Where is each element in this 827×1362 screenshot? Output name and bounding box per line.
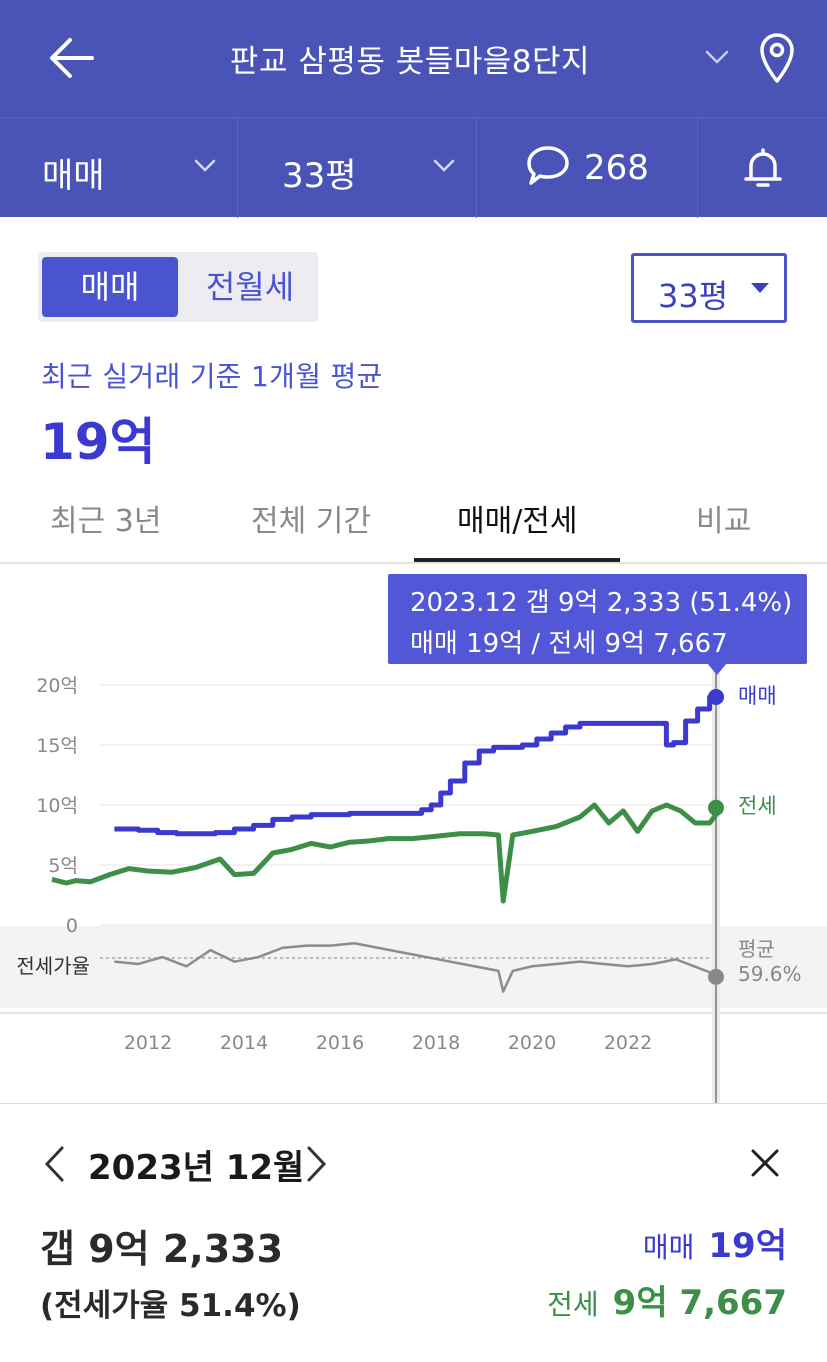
x-tick-label: 2020	[508, 1032, 556, 1054]
average-caption: 최근 실거래 기준 1개월 평균	[41, 360, 383, 393]
jeonse-price-label: 전세	[547, 1288, 599, 1321]
tab-all-period[interactable]: 전체 기간	[251, 504, 371, 539]
period-tabs: 최근 3년 전체 기간 매매/전세 비교	[0, 490, 827, 564]
ratio-series-line	[114, 942, 723, 993]
tab-compare[interactable]: 비교	[696, 504, 752, 539]
chevron-left-icon[interactable]	[42, 1145, 66, 1183]
x-tick-label: 2012	[124, 1032, 172, 1054]
size-filter-label: 33평	[282, 156, 357, 196]
y-tick-label: 0	[66, 915, 78, 937]
ratio-end-marker	[708, 968, 724, 985]
y-tick-label: 15억	[36, 735, 78, 757]
segment-sale[interactable]: 매매	[42, 257, 178, 317]
price-chart[interactable]: 20억 15억 10억 5억 0 2012 2014 2016 2018 2020 2022 전세가율…	[0, 565, 827, 1105]
ratio-average-value: 59.6%	[738, 962, 802, 986]
legend-sale-label: 매매	[738, 684, 777, 708]
legend-jeonse-label: 전세	[738, 794, 777, 818]
caret-down-icon	[751, 283, 769, 293]
ratio-axis-label: 전세가율	[16, 954, 90, 978]
chevron-right-icon[interactable]	[305, 1145, 329, 1183]
jeonse-series-line	[51, 802, 724, 904]
jeonse-ratio: (전세가율 51.4%)	[40, 1288, 301, 1324]
comments-button[interactable]: 268	[477, 118, 698, 218]
x-tick-label: 2016	[316, 1032, 364, 1054]
x-tick-label: 2022	[604, 1032, 652, 1054]
chevron-down-icon	[194, 159, 216, 172]
tab-sale-jeonse[interactable]: 매매/전세	[457, 504, 578, 539]
tooltip-line-2: 매매 19억 / 전세 9억 7,667	[410, 629, 728, 659]
back-arrow-icon[interactable]	[48, 36, 96, 80]
top-bar: 판교 삼평동 봇들마을8단지	[0, 0, 827, 117]
size-filter[interactable]: 33평	[238, 118, 477, 218]
comment-count: 268	[584, 148, 649, 188]
chevron-down-icon	[433, 159, 455, 172]
selected-month: 2023년 12월	[88, 1148, 305, 1188]
sale-price-row: 매매 19억	[643, 1218, 787, 1267]
jeonse-end-marker	[708, 799, 724, 816]
y-tick-label: 5억	[48, 855, 78, 877]
deal-type-label: 매매	[42, 156, 105, 196]
sale-price-label: 매매	[642, 1231, 695, 1264]
size-select[interactable]: 33평	[631, 253, 787, 323]
tab-recent-3-years[interactable]: 최근 3년	[50, 504, 162, 539]
tooltip-line-1: 2023.12 갭 9억 2,333 (51.4%)	[410, 588, 793, 618]
average-price: 19억	[40, 413, 156, 471]
chevron-down-icon[interactable]	[704, 46, 730, 68]
tooltip-pointer	[707, 663, 727, 675]
active-tab-indicator	[414, 558, 620, 562]
jeonse-price-row: 전세 9억 7,667	[547, 1275, 787, 1324]
x-tick-label: 2014	[220, 1032, 268, 1054]
ratio-band	[0, 926, 827, 1008]
x-tick-label: 2018	[412, 1032, 460, 1054]
chat-bubble-icon	[527, 146, 569, 185]
y-tick-label: 10억	[36, 795, 78, 817]
y-tick-label: 20억	[36, 675, 78, 697]
complex-title[interactable]: 판교 삼평동 봇들마을8단지	[229, 44, 591, 80]
close-icon[interactable]	[750, 1148, 780, 1178]
location-pin-icon[interactable]	[758, 32, 796, 84]
chart-tooltip: 2023.12 갭 9억 2,333 (51.4%) 매매 19억 / 전세 9…	[388, 574, 807, 664]
gap-amount: 갭 9억 2,333	[40, 1227, 284, 1271]
segment-rent[interactable]: 전월세	[205, 268, 295, 306]
sale-series-line	[114, 694, 722, 837]
deal-segment-control: 매매 전월세	[38, 252, 318, 322]
notification-button[interactable]	[698, 118, 827, 218]
bell-icon	[744, 148, 782, 187]
sale-price-value: 19억	[708, 1226, 787, 1266]
filter-bar: 매매 33평 268	[0, 117, 827, 218]
detail-sheet	[0, 1103, 827, 1362]
ratio-average-label: 평균	[738, 937, 775, 961]
deal-type-filter[interactable]: 매매	[0, 118, 238, 218]
jeonse-price-value: 9억 7,667	[612, 1283, 787, 1323]
sale-end-marker	[708, 689, 724, 705]
size-select-label: 33평	[658, 277, 729, 315]
